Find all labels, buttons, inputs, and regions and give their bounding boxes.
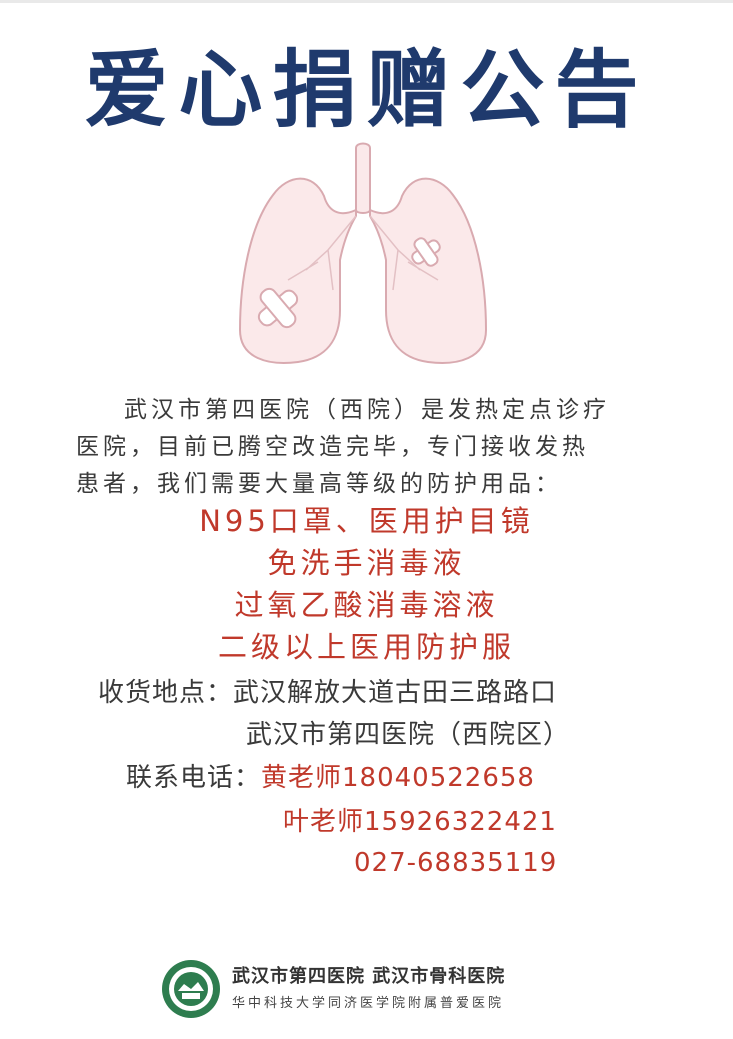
delivery-line-2: 武汉市第四医院（西院区） (246, 720, 571, 750)
page-title: 爱心捐赠公告 (84, 40, 649, 139)
hospital-footer: 武汉市第四医院 武汉市骨科医院 华中科技大学同济医学院附属普爱医院 (160, 958, 580, 1020)
hospital-affiliation: 华中科技大学同济医学院附属普爱医院 (232, 996, 505, 1011)
supplies-list: N95口罩、医用护目镜 免洗手消毒液 过氧乙酸消毒溶液 二级以上医用防护服 (0, 500, 733, 668)
intro-line: 武汉市第四医院（西院）是发热定点诊疗 (124, 397, 610, 423)
supply-item: 免洗手消毒液 (267, 546, 466, 580)
intro-paragraph: 武汉市第四医院（西院）是发热定点诊疗 医院，目前已腾空改造完毕，专门接收发热 患… (76, 392, 666, 503)
phone-2: 叶老师15926322421 (283, 807, 557, 837)
supply-item: 二级以上医用防护服 (217, 630, 515, 664)
hospital-logo-icon (162, 960, 220, 1018)
phone-3: 027-68835119 (354, 848, 558, 878)
delivery-address: 收货地点：武汉解放大道古田三路路口 (98, 673, 557, 713)
delivery-label: 收货地点： (98, 678, 234, 708)
phone-1: 黄老师18040522658 (261, 763, 535, 793)
intro-line: 患者，我们需要大量高等级的防护用品： (76, 471, 562, 497)
hospital-names: 武汉市第四医院 武汉市骨科医院 (232, 966, 506, 987)
supply-item: N95口罩、医用护目镜 (199, 504, 534, 538)
delivery-line-1: 武汉解放大道古田三路路口 (233, 678, 558, 708)
intro-line: 医院，目前已腾空改造完毕，专门接收发热 (76, 434, 589, 460)
supply-item: 过氧乙酸消毒溶液 (234, 588, 499, 622)
top-divider (0, 0, 733, 3)
contact-label: 联系电话： (126, 763, 262, 793)
contact-phone: 联系电话：黄老师18040522658 (126, 758, 535, 798)
lungs-illustration-icon (238, 142, 488, 364)
